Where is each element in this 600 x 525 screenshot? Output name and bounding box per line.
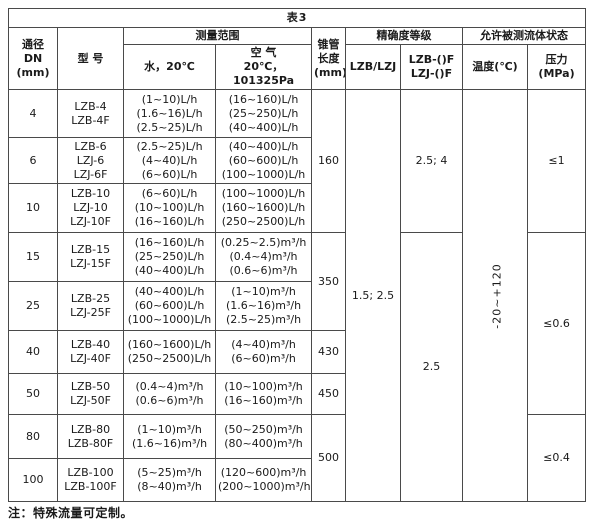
dn-value: 10 — [8, 183, 58, 233]
footnote: 注：特殊流量可定制。 — [8, 506, 134, 520]
dn-value: 50 — [8, 373, 58, 415]
model-list: LZB-80 LZB-80F — [57, 414, 124, 459]
pressure-limit-lower: ≤0.4 — [526, 414, 587, 502]
pressure-limit-upper: ≤1 — [526, 89, 587, 233]
water-range: (40~400)L/h (60~600)L/h (100~1000)L/h — [123, 281, 216, 331]
row-dn50: 50 LZB-50 LZJ-50F (0.4~4)m³/h (0.6~6)m³/… — [8, 373, 586, 415]
accuracy-f-upper: 2.5; 4 — [400, 89, 463, 233]
header-lzb-lzj: LZB/LZJ — [345, 44, 401, 90]
dn-value: 4 — [8, 89, 58, 138]
air-range: (16~160)L/h (25~250)L/h (40~400)L/h — [215, 89, 312, 138]
row-dn4: 4 LZB-4 LZB-4F (1~10)L/h (1.6~16)L/h (2.… — [8, 89, 587, 502]
header-temperature: 温度(℃) — [462, 44, 528, 90]
row-dn15: 15 LZB-15 LZJ-15F (16~160)L/h (25~250)L/… — [8, 232, 587, 502]
cone-length-350: 350 — [311, 232, 346, 331]
air-range: (40~400)L/h (60~600)L/h (100~1000)L/h — [215, 137, 312, 184]
header-accuracy-class: 精确度等级 — [345, 27, 463, 45]
water-range: (1~10)L/h (1.6~16)L/h (2.5~25)L/h — [123, 89, 216, 138]
header-model: 型 号 — [57, 27, 124, 90]
air-range: (120~600)m³/h (200~1000)m³/h — [215, 458, 312, 502]
model-list: LZB-50 LZJ-50F — [57, 373, 124, 415]
dn-value: 15 — [8, 232, 58, 282]
header-group-row: 通径 DN (mm) 型 号 测量范围 锥管 长度 (mm) 精确度等级 允许被… — [8, 27, 587, 90]
cone-length-500: 500 — [311, 414, 346, 502]
header-pressure: 压力 (MPa) — [526, 44, 587, 90]
row-dn100: 100 LZB-100 LZB-100F (5~25)m³/h (8~40)m³… — [8, 458, 586, 502]
air-range: (4~40)m³/h (6~60)m³/h — [215, 330, 312, 374]
water-range: (1~10)m³/h (1.6~16)m³/h — [123, 414, 216, 459]
spec-table: 表3 通径 DN (mm) 型 号 测量范围 锥管 长度 (mm) 精确度等级 … — [7, 8, 587, 502]
model-list: LZB-100 LZB-100F — [57, 458, 124, 502]
water-range: (6~60)L/h (10~100)L/h (16~160)L/h — [123, 183, 216, 233]
water-range: (0.4~4)m³/h (0.6~6)m³/h — [123, 373, 216, 415]
temperature-range: -20~+120 — [490, 262, 504, 329]
cone-length-450: 450 — [311, 373, 346, 415]
dn-value: 6 — [8, 137, 58, 184]
air-range: (100~1000)L/h (160~1600)L/h (250~2500)L/… — [215, 183, 312, 233]
water-range: (16~160)L/h (25~250)L/h (40~400)L/h — [123, 232, 216, 282]
dn-value: 100 — [8, 458, 58, 502]
row-dn25: 25 LZB-25 LZJ-25F (40~400)L/h (60~600)L/… — [8, 281, 586, 331]
header-measure-range: 测量范围 — [123, 27, 312, 45]
model-list: LZB-25 LZJ-25F — [57, 281, 124, 331]
air-range: (10~100)m³/h (16~160)m³/h — [215, 373, 312, 415]
row-dn10: 10 LZB-10 LZJ-10 LZJ-10F (6~60)L/h (10~1… — [8, 183, 586, 233]
header-dn: 通径 DN (mm) — [8, 27, 58, 90]
model-list: LZB-15 LZJ-15F — [57, 232, 124, 282]
header-fluid-state: 允许被测流体状态 — [461, 27, 587, 45]
air-range: (1~10)m³/h (1.6~16)m³/h (2.5~25)m³/h — [215, 281, 312, 331]
water-range: (2.5~25)L/h (4~40)L/h (6~60)L/h — [123, 137, 216, 184]
water-range: (160~1600)L/h (250~2500)L/h — [123, 330, 216, 374]
header-cone-length: 锥管 长度 (mm) — [311, 27, 346, 90]
dn-value: 40 — [8, 330, 58, 374]
model-list: LZB-10 LZJ-10 LZJ-10F — [57, 183, 124, 233]
table-title: 表3 — [7, 8, 587, 28]
accuracy-lzb-lzj: 1.5; 2.5 — [345, 89, 401, 502]
model-list: LZB-4 LZB-4F — [57, 89, 124, 138]
air-range: (0.25~2.5)m³/h (0.4~4)m³/h (0.6~6)m³/h — [215, 232, 312, 282]
header-water: 水，20℃ — [123, 44, 216, 90]
row-dn6: 6 LZB-6 LZJ-6 LZJ-6F (2.5~25)L/h (4~40)L… — [8, 137, 586, 184]
dn-value: 80 — [8, 414, 58, 459]
model-list: LZB-40 LZJ-40F — [57, 330, 124, 374]
title-row: 表3 — [7, 8, 587, 28]
row-dn80: 80 LZB-80 LZB-80F (1~10)m³/h (1.6~16)m³/… — [8, 414, 587, 502]
cone-length-160: 160 — [311, 89, 346, 233]
dn-value: 25 — [8, 281, 58, 331]
temperature-cell: -20~+120 — [462, 89, 528, 502]
air-range: (50~250)m³/h (80~400)m³/h — [215, 414, 312, 459]
water-range: (5~25)m³/h (8~40)m³/h — [123, 458, 216, 502]
accuracy-f-lower: 2.5 — [400, 232, 463, 502]
pressure-limit-middle: ≤0.6 — [526, 232, 587, 415]
header-air: 空 气 20℃，101325Pa — [215, 44, 312, 90]
header-sub-row: 水，20℃ 空 气 20℃，101325Pa LZB/LZJ LZB-()F L… — [9, 44, 587, 90]
header-lzb-f: LZB-()F LZJ-()F — [400, 44, 463, 90]
model-list: LZB-6 LZJ-6 LZJ-6F — [57, 137, 124, 184]
cone-length-430: 430 — [311, 330, 346, 374]
